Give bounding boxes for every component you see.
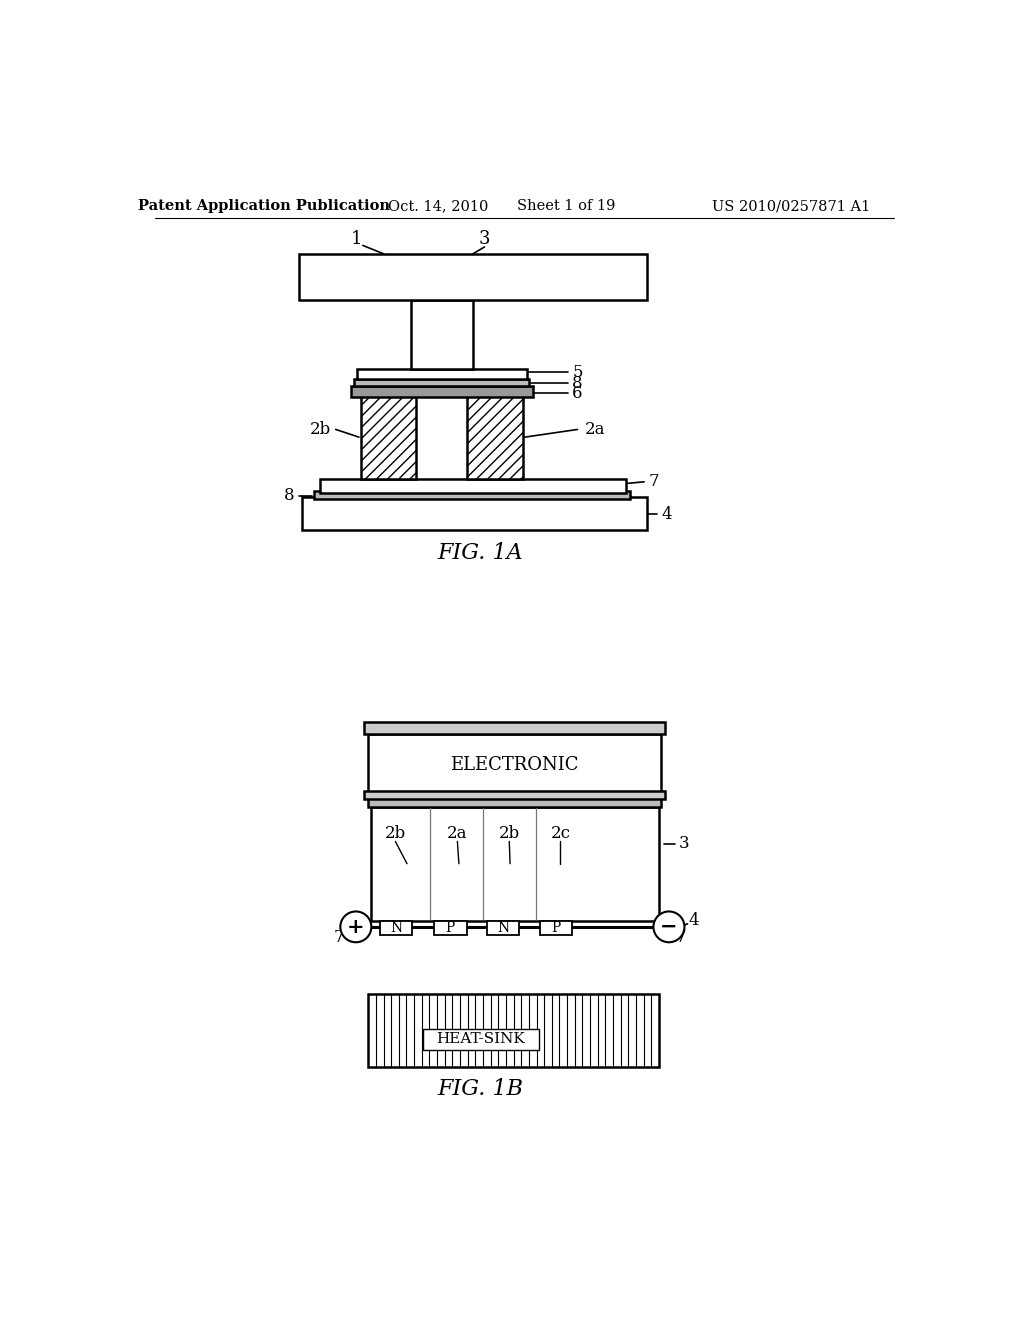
Bar: [467, 396, 523, 479]
Text: 5: 5: [572, 364, 583, 381]
Text: 3: 3: [479, 230, 490, 248]
Text: FIG. 1B: FIG. 1B: [437, 1077, 523, 1100]
Text: Patent Application Publication: Patent Application Publication: [137, 199, 389, 213]
Text: P: P: [551, 920, 560, 935]
Bar: [423, 1028, 539, 1051]
Bar: [351, 387, 532, 397]
Text: 4: 4: [688, 912, 699, 929]
Text: 7: 7: [334, 929, 344, 946]
Text: N: N: [497, 920, 509, 935]
Text: 2b: 2b: [310, 421, 331, 438]
Text: 3: 3: [679, 836, 690, 853]
Text: ELECTRONIC: ELECTRONIC: [451, 756, 579, 774]
Text: −: −: [660, 917, 678, 937]
Bar: [369, 796, 662, 807]
Text: 1: 1: [351, 230, 362, 248]
Text: FIG. 1A: FIG. 1A: [437, 541, 523, 564]
Bar: [360, 396, 417, 479]
Text: N: N: [390, 920, 402, 935]
Bar: [540, 921, 572, 935]
Bar: [321, 479, 627, 492]
Bar: [356, 370, 527, 379]
Bar: [380, 921, 413, 935]
Text: 8: 8: [284, 487, 295, 504]
Text: HEAT-SINK: HEAT-SINK: [436, 1032, 525, 1047]
Text: 2a: 2a: [586, 421, 606, 438]
Bar: [371, 807, 658, 921]
Text: 7: 7: [648, 474, 658, 490]
Bar: [411, 300, 473, 370]
Text: Sheet 1 of 19: Sheet 1 of 19: [517, 199, 615, 213]
Bar: [365, 792, 665, 799]
Bar: [299, 253, 647, 300]
Bar: [369, 994, 658, 1067]
Text: 2b: 2b: [499, 825, 520, 842]
Text: 2c: 2c: [551, 825, 570, 842]
Bar: [369, 734, 662, 796]
Text: P: P: [445, 920, 455, 935]
Text: +: +: [347, 917, 365, 937]
Text: 6: 6: [572, 384, 583, 401]
Bar: [486, 921, 519, 935]
Bar: [434, 921, 467, 935]
Text: Oct. 14, 2010: Oct. 14, 2010: [388, 199, 488, 213]
Circle shape: [653, 911, 684, 942]
Bar: [314, 491, 630, 499]
Bar: [302, 498, 647, 529]
Text: 2a: 2a: [447, 825, 468, 842]
Bar: [365, 722, 665, 734]
Text: 2b: 2b: [385, 825, 406, 842]
Text: US 2010/0257871 A1: US 2010/0257871 A1: [712, 199, 869, 213]
Text: 8: 8: [572, 375, 583, 392]
Circle shape: [340, 911, 372, 942]
Text: 4: 4: [662, 506, 672, 523]
Bar: [354, 379, 529, 387]
Text: 7: 7: [676, 929, 687, 946]
